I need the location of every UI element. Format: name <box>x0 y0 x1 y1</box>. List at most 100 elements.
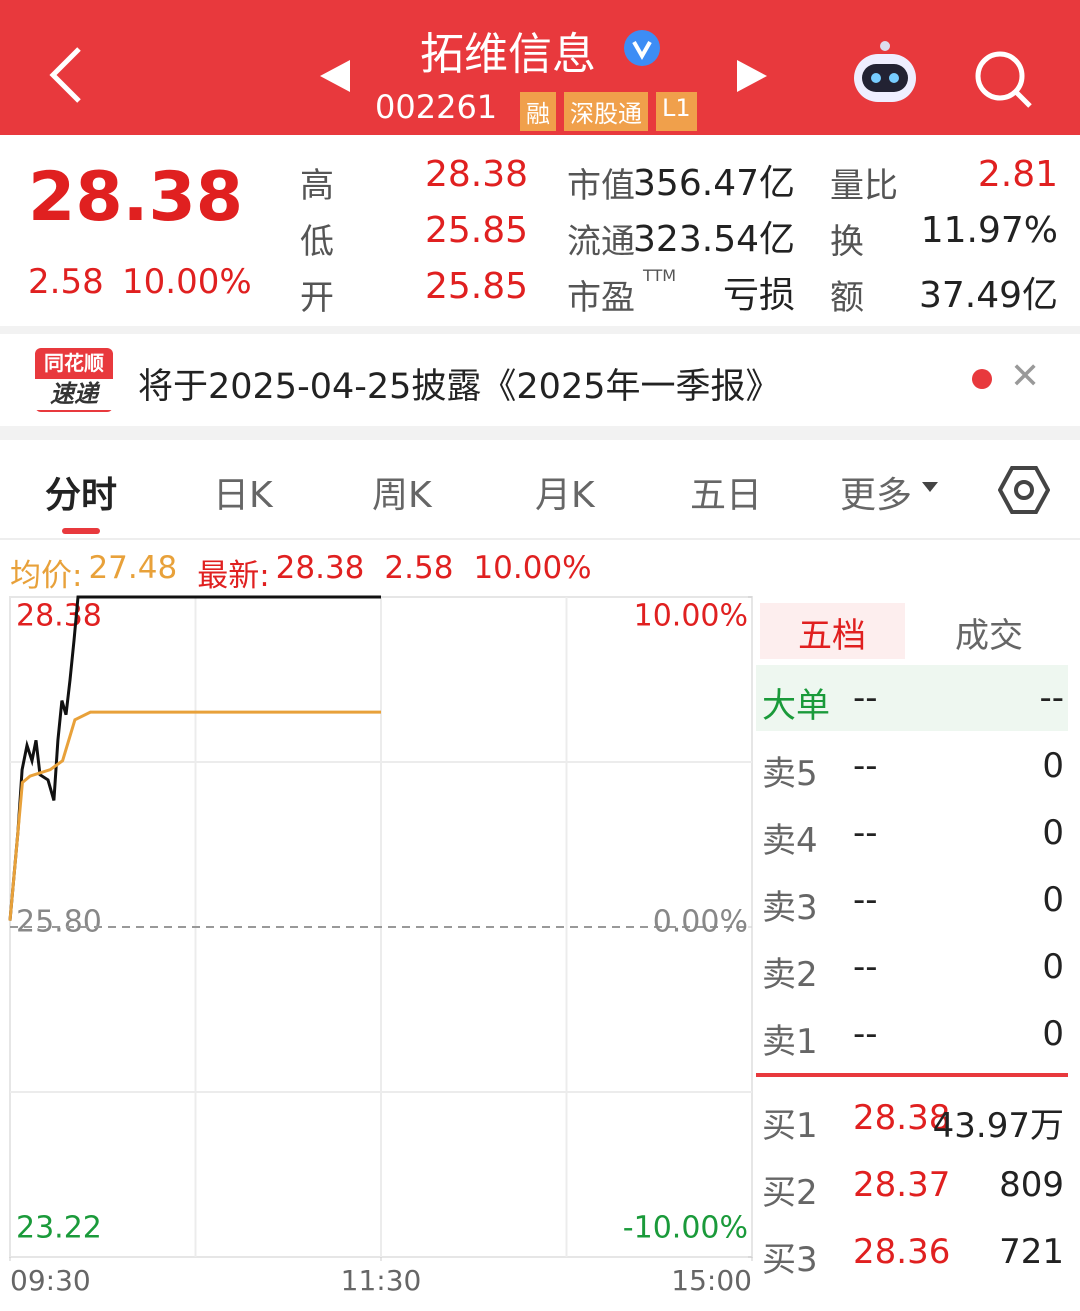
book-label: 卖3 <box>762 888 818 928</box>
notice-logo: 同花顺 速递 <box>35 348 113 412</box>
tab[interactable]: 分时 <box>45 475 118 516</box>
robot-icon[interactable] <box>850 40 920 106</box>
book-price: -- <box>853 678 878 718</box>
book-price: -- <box>853 813 878 853</box>
summary-item: 最新: 28.38 <box>197 550 364 595</box>
book-volume: 0 <box>1042 813 1064 853</box>
book-price: -- <box>853 947 878 987</box>
logo-text: 同花顺 <box>44 351 104 375</box>
stock-code: 002261 <box>375 88 498 126</box>
summary-item: 均价: 27.48 <box>10 550 177 595</box>
book-price: -- <box>853 746 878 786</box>
book-label: 卖1 <box>762 1022 818 1062</box>
change: 2.58 <box>28 262 104 302</box>
book-tab-bg <box>760 603 905 659</box>
book-price: -- <box>853 1014 878 1054</box>
book-price: 28.38 <box>853 1098 951 1138</box>
tab[interactable]: 周K <box>372 475 432 516</box>
price-line <box>8 710 381 921</box>
summary-value: 27.48 <box>88 550 178 586</box>
summary-value: 10.00% <box>473 550 592 586</box>
big-order-bg <box>756 665 1068 731</box>
book-label: 大单 <box>762 686 830 726</box>
summary-item: 10.00% <box>473 550 591 595</box>
book-volume: 0 <box>1042 880 1064 920</box>
stat-label: 高 <box>300 166 334 206</box>
stat-value: 11.97% <box>920 210 1058 251</box>
book-label: 买2 <box>762 1173 818 1213</box>
tab[interactable]: 日K <box>213 475 273 516</box>
book-label: 买3 <box>762 1240 818 1280</box>
y-tick-label: 23.22 <box>16 1211 102 1246</box>
y2-tick-label: 10.00% <box>634 599 748 634</box>
last-price: 28.38 <box>28 158 244 237</box>
book-tab[interactable]: 五档 <box>798 616 866 656</box>
stat-label: 低 <box>300 222 334 262</box>
close-icon[interactable]: ✕ <box>1010 356 1041 397</box>
stat-sup: TTM <box>643 266 677 285</box>
stat-value: 356.47亿 <box>633 163 795 204</box>
x-tick-label: 15:00 <box>671 1264 752 1297</box>
tag: L1 <box>656 92 697 131</box>
price-line <box>8 595 381 921</box>
stat-label: 开 <box>300 278 334 318</box>
summary-value: 28.38 <box>275 550 365 586</box>
divider <box>0 326 1080 334</box>
stat-value: 25.85 <box>424 266 528 307</box>
stat-value: 亏损 <box>722 275 795 316</box>
book-label: 买1 <box>762 1106 818 1146</box>
stat-label: 量比 <box>830 166 898 206</box>
summary-item: 2.58 <box>384 550 453 595</box>
stock-name: 拓维信息 <box>420 29 596 80</box>
logo-text: 速递 <box>35 379 113 410</box>
tag: 深股通 <box>564 92 648 131</box>
x-tick-label: 09:30 <box>10 1264 91 1297</box>
stat-value: 2.81 <box>977 154 1058 195</box>
stat-value: 323.54亿 <box>633 219 795 260</box>
book-volume: 721 <box>999 1232 1064 1272</box>
change-pct: 10.00% <box>122 262 252 302</box>
prev-icon[interactable] <box>318 58 354 94</box>
book-price: 28.37 <box>853 1165 951 1205</box>
tab[interactable]: 月K <box>535 475 595 516</box>
book-tab[interactable]: 成交 <box>955 616 1023 656</box>
y2-tick-label: -10.00% <box>623 1211 748 1246</box>
y-tick-label: 25.80 <box>16 905 102 940</box>
tag: 融 <box>520 92 556 131</box>
x-tick-label: 11:30 <box>341 1264 422 1297</box>
settings-icon[interactable] <box>998 464 1050 516</box>
y-tick-label: 28.38 <box>16 599 102 634</box>
stat-label: 市值 <box>567 166 635 206</box>
unread-dot <box>972 369 992 389</box>
divider <box>0 426 1080 440</box>
next-icon[interactable] <box>735 58 771 94</box>
book-separator <box>756 1073 1068 1077</box>
y2-tick-label: 0.00% <box>653 905 748 940</box>
stat-value: 28.38 <box>424 154 528 195</box>
book-volume: 0 <box>1042 1014 1064 1054</box>
summary-label: 均价: <box>10 558 83 594</box>
search-icon[interactable] <box>972 48 1034 110</box>
book-volume: 43.97万 <box>932 1106 1064 1146</box>
notice-text[interactable]: 将于2025-04-25披露《2025年一季报》 <box>138 367 781 407</box>
back-icon[interactable] <box>45 45 85 105</box>
book-volume: 0 <box>1042 947 1064 987</box>
tab[interactable]: 五日 <box>690 475 763 516</box>
book-price: -- <box>853 880 878 920</box>
chart: 28.38 25.80 23.22 10.00% 0.00% -10.00% 09:30 11… <box>8 595 753 1297</box>
stat-label: 流通 <box>567 222 635 262</box>
verified-icon <box>624 30 660 66</box>
stat-label: 额 <box>830 278 864 318</box>
tags: 融深股通 L1 <box>520 92 697 131</box>
book-volume: 0 <box>1042 746 1064 786</box>
summary-label: 最新: <box>197 558 270 594</box>
tab[interactable]: 更多 <box>840 475 913 516</box>
header: 拓维信息 002261 融深股通 L1 <box>0 0 1080 135</box>
stat-value: 37.49亿 <box>918 275 1058 316</box>
stat-value: 25.85 <box>424 210 528 251</box>
stat-label: 市盈 <box>567 278 635 318</box>
book-label: 卖2 <box>762 955 818 995</box>
tab-indicator <box>62 528 100 534</box>
book-label: 卖5 <box>762 754 818 794</box>
